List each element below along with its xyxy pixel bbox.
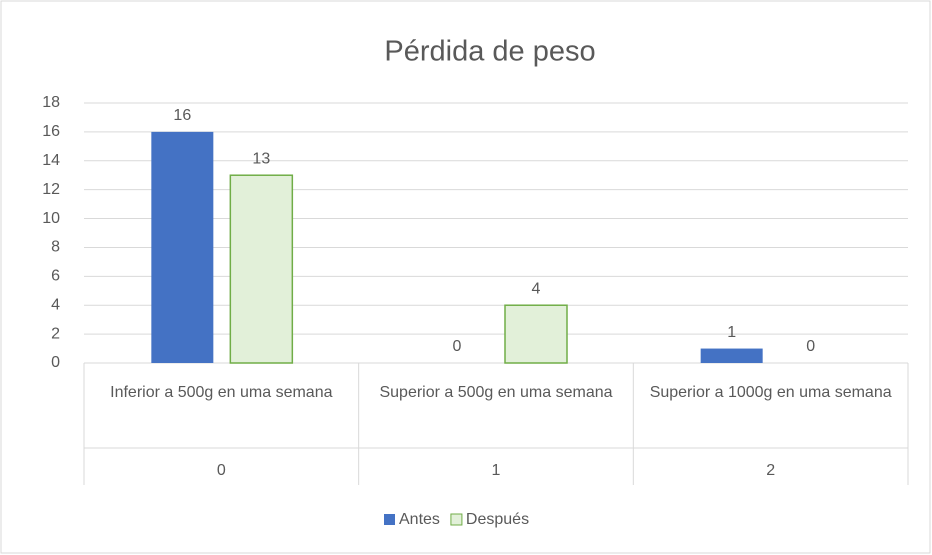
legend-swatch xyxy=(384,514,395,525)
x-subcategory-label: 1 xyxy=(492,462,501,479)
x-tick-label: Superior a 500g en uma semana xyxy=(379,384,613,401)
legend-swatch xyxy=(450,513,463,526)
data-label: 1 xyxy=(727,324,736,341)
x-tick-label: Superior a 1000g en uma semana xyxy=(649,384,892,401)
data-label: 0 xyxy=(806,338,815,355)
y-tick-label: 2 xyxy=(51,325,60,342)
data-label: 4 xyxy=(532,280,541,297)
chart-title: Pérdida de peso xyxy=(384,36,595,68)
y-tick-label: 10 xyxy=(42,210,60,227)
bar xyxy=(151,131,214,363)
x-subcategory-label: 2 xyxy=(766,462,775,479)
bar xyxy=(504,304,568,364)
y-tick-label: 0 xyxy=(51,354,60,371)
x-tick-label: Inferior a 500g en uma semana xyxy=(110,384,333,401)
legend-label: Antes xyxy=(399,511,440,528)
y-tick-label: 14 xyxy=(42,152,60,169)
y-tick-label: 18 xyxy=(42,94,60,111)
y-tick-label: 4 xyxy=(51,296,60,313)
legend-label: Después xyxy=(466,511,529,528)
y-tick-label: 16 xyxy=(42,123,60,140)
bar xyxy=(229,174,294,364)
y-tick-label: 6 xyxy=(51,268,60,285)
x-subcategory-label: 0 xyxy=(217,462,226,479)
bar xyxy=(700,348,763,363)
data-label: 16 xyxy=(173,107,191,124)
y-tick-label: 8 xyxy=(51,239,60,256)
data-label: 0 xyxy=(453,338,462,355)
data-label: 13 xyxy=(252,150,270,167)
y-tick-label: 12 xyxy=(42,181,60,198)
